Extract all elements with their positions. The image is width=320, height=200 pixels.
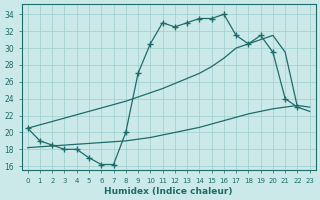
X-axis label: Humidex (Indice chaleur): Humidex (Indice chaleur) <box>104 187 233 196</box>
